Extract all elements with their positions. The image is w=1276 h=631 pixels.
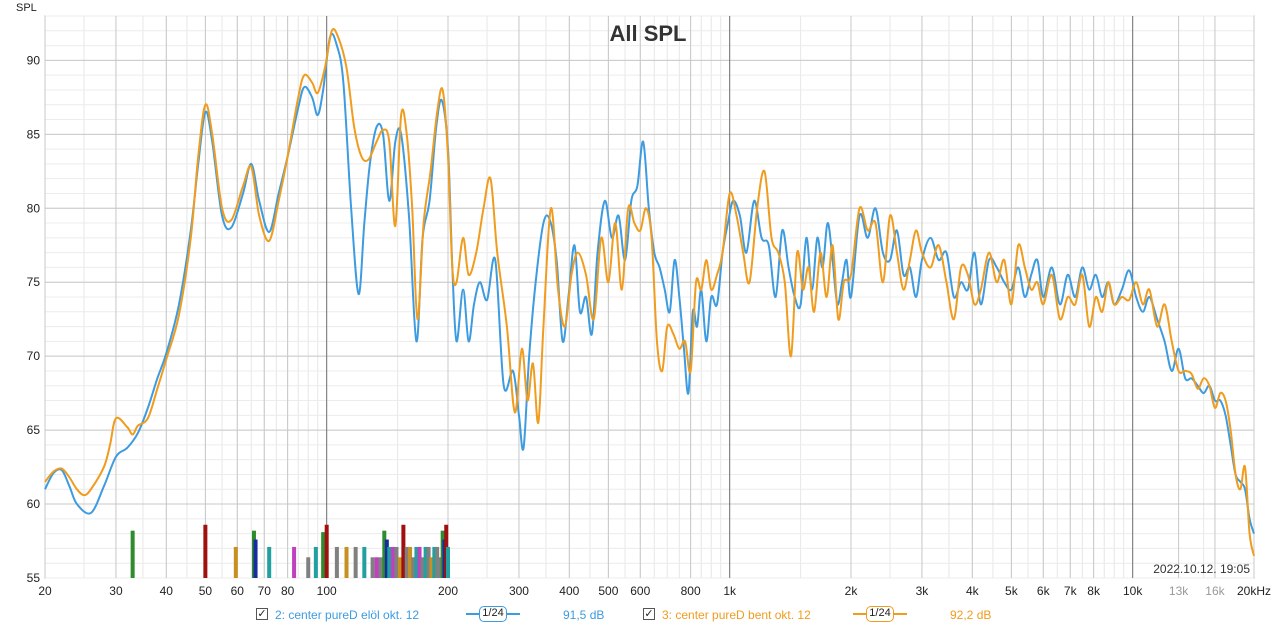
marker-bar <box>404 546 409 578</box>
y-tick-label: 75 <box>27 275 41 289</box>
marker-bar <box>420 557 425 578</box>
x-tick-label: 40 <box>160 584 174 598</box>
series-3-checkbox[interactable]: ✓ <box>643 608 655 620</box>
marker-bar <box>370 557 375 578</box>
marker-bar <box>401 524 406 578</box>
spl-chart: 20 30 40 50 60 70 80 100 200 300 400 500 600 800 1k 2k 3… <box>16 2 1271 598</box>
marker-bar <box>203 524 208 578</box>
x-tick-label: 16k <box>1205 584 1225 598</box>
chart-canvas: 20 30 40 50 60 70 80 100 200 300 400 500 600 800 1k 2k 3… <box>16 2 1271 598</box>
series-lines <box>44 27 1255 557</box>
y-tick-label: 90 <box>27 53 41 67</box>
grid <box>44 15 1255 579</box>
series-3-label: 3: center pureD bent okt. 12 <box>662 608 811 622</box>
marker-bar <box>334 546 339 578</box>
y-tick-label: 80 <box>27 201 41 215</box>
marker-bar <box>267 546 272 578</box>
marker-bar <box>426 546 431 578</box>
marker-bar <box>417 546 422 578</box>
marker-bar <box>411 557 416 578</box>
y-tick-label: 55 <box>27 571 41 585</box>
marker-bar <box>437 557 442 578</box>
series-3-value: 92,2 dB <box>950 608 992 622</box>
x-tick-label: 8k <box>1087 584 1101 598</box>
marker-bar <box>429 557 434 578</box>
y-tick-label: 70 <box>27 349 41 363</box>
series-2-value: 91,5 dB <box>563 608 605 622</box>
marker-bar <box>233 546 238 578</box>
series-3-smoothing-button[interactable]: 1/24 <box>866 606 894 622</box>
marker-bar <box>324 524 329 578</box>
series-line-2 <box>44 32 1255 534</box>
marker-bar <box>306 557 311 578</box>
marker-bar <box>292 546 297 578</box>
x-tick-label: 800 <box>681 584 701 598</box>
y-tick-label: 65 <box>27 423 41 437</box>
marker-bar <box>435 546 440 578</box>
x-tick-label: 200 <box>438 584 458 598</box>
x-tick-label: 50 <box>199 584 213 598</box>
axes: 20 30 40 50 60 70 80 100 200 300 400 500 600 800 1k 2k 3… <box>27 53 1271 598</box>
marker-bar <box>362 546 367 578</box>
y-tick-label: 60 <box>27 497 41 511</box>
y-axis-label: SPL <box>16 2 37 14</box>
x-tick-label: 70 <box>258 584 272 598</box>
x-tick-label: 1k <box>723 584 737 598</box>
marker-bar <box>344 546 349 578</box>
x-tick-label: 13k <box>1169 584 1189 598</box>
x-tick-label: 2k <box>845 584 859 598</box>
x-tick-label: 600 <box>630 584 650 598</box>
x-tick-label: 10k <box>1123 584 1143 598</box>
marker-bar <box>390 546 395 578</box>
x-tick-label: 4k <box>966 584 980 598</box>
series-2-smoothing-button[interactable]: 1/24 <box>479 606 507 622</box>
x-tick-label: 80 <box>281 584 295 598</box>
marker-bar <box>446 546 450 578</box>
marker-bar <box>130 530 135 578</box>
x-tick-label: 6k <box>1037 584 1051 598</box>
x-tick-label: 300 <box>509 584 529 598</box>
x-tick-label: 60 <box>231 584 245 598</box>
marker-bars <box>130 524 450 578</box>
timestamp: 2022.10.12. 19:05 <box>1153 562 1250 576</box>
marker-bar <box>353 546 358 578</box>
marker-bar <box>397 557 402 578</box>
marker-bar <box>394 546 399 578</box>
chart-title: All SPL <box>609 21 686 46</box>
series-2-label: 2: center pureD elöl okt. 12 <box>275 608 420 622</box>
marker-bar <box>378 557 383 578</box>
x-tick-label: 3k <box>916 584 930 598</box>
marker-bar <box>382 530 387 578</box>
x-tick-label: 7k <box>1064 584 1078 598</box>
x-tick-label: 400 <box>559 584 579 598</box>
x-tick-label: 500 <box>598 584 618 598</box>
marker-bar <box>408 546 413 578</box>
x-tick-label: 30 <box>109 584 123 598</box>
marker-bar <box>423 546 428 578</box>
x-tick-label: 100 <box>317 584 337 598</box>
legend: ✓ 2: center pureD elöl okt. 12 1/24 91,5… <box>0 603 1276 629</box>
marker-bar <box>321 532 326 578</box>
marker-bar <box>384 539 389 578</box>
series-2-checkbox[interactable]: ✓ <box>256 608 268 620</box>
marker-bar <box>253 539 258 578</box>
series-line-3 <box>44 27 1255 557</box>
x-tick-label: 20kHz <box>1237 584 1271 598</box>
marker-bar <box>414 546 419 578</box>
marker-bar <box>374 557 379 578</box>
marker-bar <box>432 546 437 578</box>
marker-bar <box>313 546 318 578</box>
marker-bar <box>387 546 392 578</box>
x-tick-label: 5k <box>1005 584 1019 598</box>
x-tick-label: 20 <box>38 584 52 598</box>
y-tick-label: 85 <box>27 127 41 141</box>
